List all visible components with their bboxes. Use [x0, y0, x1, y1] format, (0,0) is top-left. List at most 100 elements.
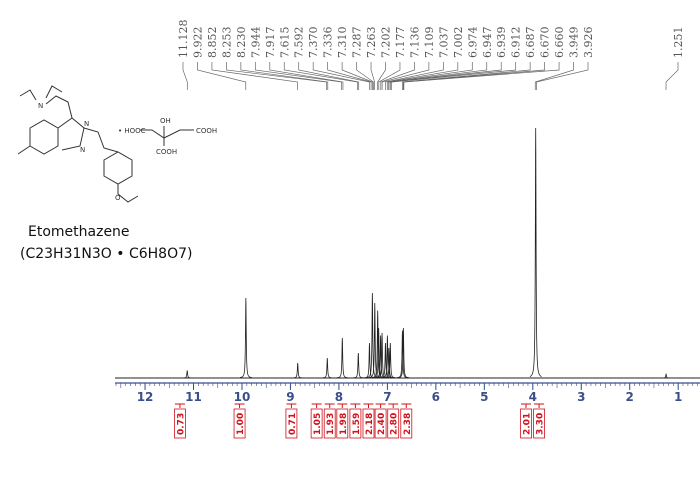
peak-label-leader	[377, 62, 386, 90]
integral-label: 1.05	[313, 413, 323, 435]
peak	[529, 127, 542, 377]
peak-label-leader	[389, 62, 502, 90]
x-tick-label: 5	[480, 390, 488, 404]
peak-label: 6.912	[510, 27, 523, 59]
integral-label: 2.38	[403, 413, 413, 435]
peak-label: 7.336	[322, 27, 335, 59]
peak-label: 7.202	[380, 27, 393, 59]
x-tick-label: 10	[234, 390, 251, 404]
integral-box	[174, 408, 186, 439]
peak-label: 7.002	[452, 27, 465, 59]
integral-box	[533, 408, 545, 439]
peak-label: 7.109	[423, 27, 436, 59]
x-tick-label: 12	[137, 390, 154, 404]
peak-label: 1.251	[672, 27, 685, 59]
integral-label: 1.00	[236, 413, 246, 435]
integral-label: 0.71	[288, 413, 298, 435]
integral-label: 2.40	[377, 413, 387, 435]
peak-label-leader	[269, 62, 344, 90]
integral-box	[323, 408, 336, 439]
peak-label: 6.660	[553, 27, 566, 59]
integral-box	[362, 408, 375, 439]
phenyl-ring	[103, 151, 133, 185]
peak-label-leader	[386, 62, 459, 90]
peak-label: 3.926	[582, 27, 595, 59]
peak-label-leader	[341, 62, 373, 90]
peak-label: 8.253	[220, 27, 233, 59]
x-tick-label: 7	[383, 390, 391, 404]
integral-box	[310, 408, 323, 439]
x-tick-label: 1	[674, 390, 682, 404]
peak-label: 7.037	[437, 27, 450, 59]
peak-label-leader	[403, 62, 545, 90]
peak-label: 6.947	[481, 27, 494, 59]
peak	[321, 357, 334, 379]
peak-label: 8.852	[206, 27, 219, 59]
x-tick-label: 2	[626, 390, 634, 404]
peak-label-leader	[391, 62, 517, 90]
peak-label: 7.177	[394, 27, 407, 59]
peak-label: 7.917	[264, 27, 277, 59]
peak-label-leader	[385, 62, 444, 90]
peak	[336, 337, 349, 379]
peak-label-leader	[380, 62, 415, 90]
peak-label-leader	[402, 62, 531, 90]
bond	[117, 184, 139, 203]
peak-label-leader	[312, 62, 370, 90]
peak-label-leader	[283, 62, 358, 90]
x-tick-label: 11	[185, 390, 202, 404]
structure-label: COOH	[196, 127, 217, 135]
peak-label-leader	[327, 62, 372, 90]
peak-label: 7.592	[293, 27, 306, 59]
peak-label: 9.922	[191, 27, 204, 59]
integral-box	[233, 408, 246, 439]
integral-label: 2.18	[365, 413, 375, 435]
bond	[45, 85, 63, 99]
bond	[83, 127, 119, 153]
peak-label-leader	[298, 62, 360, 90]
structure-label: N	[80, 146, 85, 154]
integral-label: 2.01	[523, 413, 533, 435]
peak-label: 7.263	[365, 27, 378, 59]
integral-box	[336, 408, 349, 439]
integral-box	[400, 408, 413, 439]
structure-label: N	[84, 120, 89, 128]
peak-label-leader	[240, 62, 329, 90]
peak-label: 7.944	[249, 27, 262, 59]
peak-label-leader	[226, 62, 328, 90]
peak-label: 6.939	[495, 27, 508, 59]
compound-formula: (C23H31N3O • C6H8O7)	[20, 246, 192, 262]
bond	[140, 129, 194, 139]
bond	[19, 89, 37, 101]
peak	[397, 327, 410, 379]
bond	[45, 95, 73, 119]
peak-label-leader	[378, 62, 401, 90]
peak-label: 7.136	[408, 27, 421, 59]
x-tick-label: 4	[529, 390, 537, 404]
peak-label-leader	[403, 62, 560, 90]
structure: N N N O • HOOC OH COOH COOH	[17, 85, 217, 203]
peak-label-leader	[254, 62, 342, 90]
peak-label-leader	[182, 62, 188, 90]
structure-label: O	[115, 194, 121, 202]
integral-box	[387, 408, 400, 439]
x-tick-label: 8	[335, 390, 343, 404]
integral-label: 1.98	[339, 413, 349, 435]
integral-box	[349, 408, 362, 439]
x-tick-label: 9	[286, 390, 294, 404]
peak-label: 7.310	[336, 27, 349, 59]
integral-label: 3.30	[536, 413, 546, 435]
structure-label: • HOOC	[118, 127, 146, 135]
peak-label-leader	[388, 62, 473, 90]
x-tick-label: 3	[577, 390, 585, 404]
peak	[660, 373, 672, 379]
peak-label: 7.615	[278, 27, 291, 59]
peak	[352, 352, 365, 379]
peak-label-leader	[534, 62, 574, 90]
structure-label: OH	[160, 117, 171, 125]
integral-label: 0.73	[176, 413, 186, 435]
structure-label: COOH	[156, 148, 177, 156]
integral-box	[374, 408, 387, 439]
integral-box	[520, 408, 532, 439]
